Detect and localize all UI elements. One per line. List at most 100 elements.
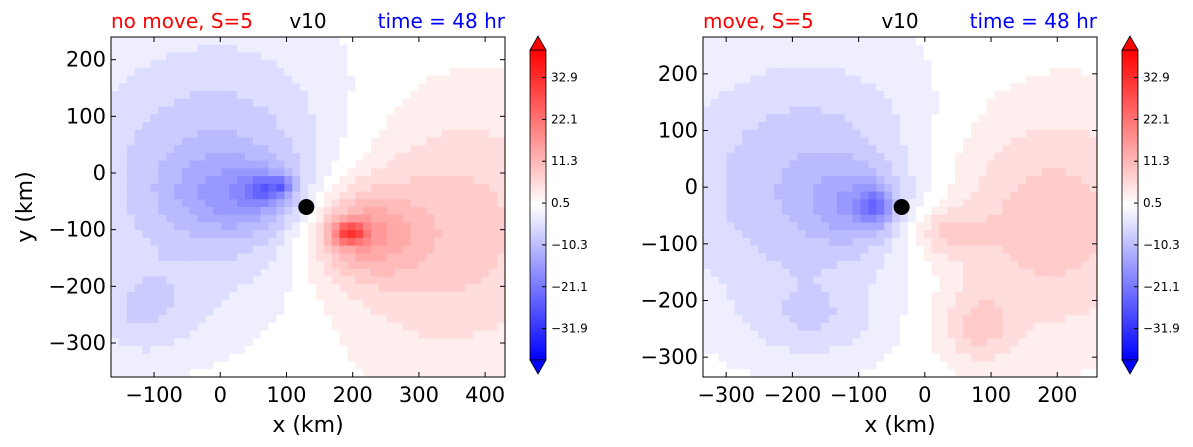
heat-cell <box>244 253 254 262</box>
heat-cell <box>449 245 459 254</box>
heat-cell <box>457 245 467 254</box>
heat-cell <box>134 361 144 370</box>
heat-cell <box>844 83 854 92</box>
heat-cell <box>907 176 917 185</box>
heat-cell <box>371 37 380 46</box>
heat-cell <box>434 44 443 54</box>
heat-cell <box>758 191 767 200</box>
heat-cell <box>884 60 893 69</box>
heat-cell <box>315 353 325 363</box>
heat-cell <box>1010 183 1019 193</box>
heat-cell <box>1073 183 1082 193</box>
heat-cell <box>276 145 285 154</box>
heat-cell <box>237 67 246 77</box>
heat-cell <box>174 268 183 278</box>
heat-cell <box>189 122 199 131</box>
heat-cell <box>378 214 388 224</box>
heat-cell <box>860 253 870 262</box>
heat-cell <box>213 315 222 324</box>
heat-cell <box>229 253 238 262</box>
heat-cell <box>829 214 838 224</box>
heat-cell <box>339 83 348 92</box>
heat-cell <box>134 299 144 309</box>
heat-cell <box>323 52 333 61</box>
heat-cell <box>111 315 120 324</box>
heat-cell <box>111 67 120 77</box>
heat-cell <box>300 361 309 370</box>
heat-cell <box>166 361 175 370</box>
heat-cell <box>1089 98 1097 108</box>
heat-cell <box>252 145 262 154</box>
heat-cell <box>955 60 964 69</box>
heat-cell <box>1089 199 1097 208</box>
heat-cell <box>1057 338 1067 347</box>
heat-cell <box>189 284 199 293</box>
heat-cell <box>260 315 270 324</box>
heat-cell <box>347 137 356 146</box>
heat-cell <box>229 245 238 254</box>
heat-cell <box>703 37 712 46</box>
heat-cell <box>252 369 262 377</box>
heat-cell <box>821 160 830 169</box>
heat-cell <box>718 160 728 169</box>
heat-cell <box>915 145 925 154</box>
heat-cell <box>158 160 167 169</box>
heat-cell <box>441 315 451 324</box>
heat-cell <box>813 207 822 216</box>
heat-cell <box>237 369 246 377</box>
heat-cell <box>986 361 996 370</box>
heat-cell <box>386 98 396 108</box>
heat-cell <box>221 60 230 69</box>
heat-cell <box>915 346 925 355</box>
heat-cell <box>876 207 885 216</box>
heat-cell <box>726 145 736 154</box>
heat-cell <box>923 176 933 185</box>
heat-cell <box>213 268 222 278</box>
heat-cell <box>781 353 791 363</box>
heat-cell <box>237 122 246 131</box>
heat-cell <box>142 315 151 324</box>
heat-cell <box>166 284 175 293</box>
heat-cell <box>111 60 120 69</box>
heat-cell <box>750 199 759 208</box>
heat-cell <box>386 361 396 370</box>
heat-cell <box>1073 168 1082 177</box>
heat-cell <box>252 222 262 231</box>
heat-cell <box>978 199 988 208</box>
heat-cell <box>292 222 301 231</box>
heat-cell <box>734 37 743 46</box>
heat-cell <box>166 222 175 231</box>
heat-cell <box>252 75 262 84</box>
heat-cell <box>244 284 254 293</box>
heat-cell <box>158 83 167 92</box>
heat-cell <box>276 261 285 270</box>
heat-cell <box>410 253 419 262</box>
heat-cell <box>339 322 348 332</box>
heat-cell <box>174 160 183 169</box>
heat-cell <box>268 338 278 347</box>
heat-cell <box>158 122 167 131</box>
heat-cell <box>166 307 175 316</box>
heat-cell <box>213 253 222 262</box>
heat-cell <box>821 98 830 108</box>
heat-cell <box>829 237 838 247</box>
heat-cell <box>1041 292 1051 301</box>
heat-cell <box>986 307 996 316</box>
heat-cell <box>947 207 956 216</box>
heat-cell <box>1073 83 1082 92</box>
heat-cell <box>118 322 128 332</box>
heat-cell <box>237 191 246 200</box>
heat-cell <box>1010 268 1019 278</box>
heat-cell <box>347 230 356 239</box>
heat-cell <box>1033 330 1043 339</box>
heat-cell <box>726 199 736 208</box>
heat-cell <box>473 245 482 254</box>
heat-cell <box>1057 237 1067 247</box>
heat-cell <box>268 137 278 146</box>
heat-cell <box>426 322 435 332</box>
heat-cell <box>158 237 167 247</box>
heat-cell <box>394 60 404 69</box>
heat-cell <box>1010 83 1019 92</box>
heat-cell <box>150 75 159 84</box>
heat-cell <box>371 245 380 254</box>
